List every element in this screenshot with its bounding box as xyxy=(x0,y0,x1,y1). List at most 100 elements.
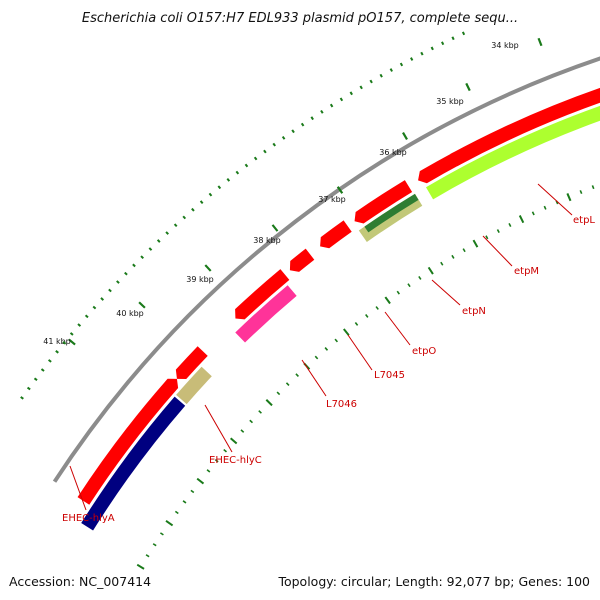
minor-tick xyxy=(420,51,424,56)
gene-label-etpO[interactable]: etpO xyxy=(412,346,436,357)
inner-tick xyxy=(159,532,164,536)
minor-tick xyxy=(124,271,128,276)
cds-forward-5 xyxy=(320,220,352,249)
minor-tick xyxy=(235,170,240,175)
inner-tick xyxy=(396,290,400,295)
inner-tick xyxy=(249,419,254,424)
tick-label-35: 35 kbp xyxy=(436,97,464,106)
inner-tick xyxy=(375,306,379,310)
minor-tick xyxy=(92,305,97,310)
inner-tick xyxy=(334,338,339,343)
gene-label-etpN[interactable]: etpN xyxy=(462,306,486,317)
inner-tick xyxy=(214,458,219,463)
tick-label-36: 36 kbp xyxy=(379,148,407,157)
inner-tick xyxy=(136,563,145,570)
inner-tick xyxy=(258,410,262,414)
summary-text: Topology: circular; Length: 92,077 bp; G… xyxy=(277,574,590,589)
cds-forward-7 xyxy=(418,152,461,184)
minor-tick xyxy=(156,239,161,243)
inner-tick xyxy=(462,248,466,253)
minor-tick xyxy=(339,97,344,102)
minor-tick xyxy=(182,215,187,220)
inner-tick xyxy=(206,469,211,473)
minor-tick xyxy=(244,163,249,168)
cds-forward-2 xyxy=(175,346,208,379)
gene-label-etpL[interactable]: etpL xyxy=(573,215,595,226)
inner-tick xyxy=(152,543,157,547)
minor-tick xyxy=(47,359,52,363)
inner-tick xyxy=(165,519,174,527)
minor-tick xyxy=(272,142,276,147)
inner-tick xyxy=(182,500,187,504)
major-tick-39 xyxy=(204,264,212,272)
inner-tick xyxy=(418,275,422,280)
minor-tick xyxy=(291,129,295,134)
leader-line-L7045 xyxy=(347,334,373,371)
minor-tick xyxy=(349,91,353,96)
minor-tick xyxy=(173,223,178,228)
minor-tick xyxy=(140,255,144,260)
inner-tick xyxy=(531,211,535,216)
inner-tick xyxy=(240,429,245,433)
inner-tick xyxy=(485,235,489,240)
inner-tick xyxy=(190,489,195,494)
minor-tick xyxy=(329,103,334,108)
backbone-layer xyxy=(52,56,600,483)
gene-EHEC-hlyC xyxy=(176,366,212,405)
gene-label-L7046[interactable]: L7046 xyxy=(326,399,357,410)
inner-tick xyxy=(407,283,411,288)
inner-tick xyxy=(229,437,238,445)
accession-text: Accession: NC_007414 xyxy=(9,574,151,589)
gene-label-etpM[interactable]: etpM xyxy=(514,266,539,277)
minor-tick xyxy=(253,156,258,161)
leader-line-L7046 xyxy=(301,359,327,397)
inner-tick xyxy=(591,185,595,190)
inner-tick xyxy=(295,373,299,378)
cds-forward-8 xyxy=(450,87,600,167)
feature-layer xyxy=(77,87,600,531)
minor-tick xyxy=(116,280,120,284)
inner-tick xyxy=(145,554,150,558)
inner-tick xyxy=(343,328,350,336)
gene-label-EHEC-hlyC[interactable]: EHEC-hlyC xyxy=(209,455,262,466)
inner-tick xyxy=(285,382,290,387)
inner-tick xyxy=(223,448,228,453)
minor-tick xyxy=(300,122,305,127)
label-layer: etpL etpM etpN etpO L7045 L7046 EHEC-hlyC EHEC-… xyxy=(62,183,595,524)
minor-tick xyxy=(441,41,445,46)
leader-line-etpO xyxy=(384,311,411,346)
inner-tick xyxy=(451,254,455,259)
inner-tick xyxy=(354,322,359,326)
minor-tick xyxy=(84,314,89,319)
inner-tick xyxy=(543,205,547,210)
gene-label-L7045[interactable]: L7045 xyxy=(374,370,405,381)
gene-L7046 xyxy=(235,285,297,343)
backbone-ring xyxy=(52,56,600,483)
inner-tick xyxy=(496,229,500,234)
minor-tick xyxy=(320,109,324,114)
minor-tick xyxy=(62,341,67,345)
minor-tick xyxy=(100,297,105,301)
cds-forward-6 xyxy=(354,180,413,224)
minor-tick xyxy=(208,192,213,197)
minor-tick xyxy=(263,149,267,154)
tick-label-41: 41 kbp xyxy=(43,337,71,346)
minor-tick xyxy=(108,288,112,293)
major-tick-41 xyxy=(68,338,76,346)
major-tick-36 xyxy=(402,131,408,141)
gene-label-EHEC-hlyA[interactable]: EHEC-hlyA xyxy=(62,513,115,524)
minor-tick xyxy=(199,200,204,205)
minor-tick xyxy=(389,68,393,72)
tick-label-34: 34 kbp xyxy=(491,41,519,50)
minor-tick xyxy=(310,116,314,121)
inner-tick xyxy=(324,347,329,351)
cds-forward-4 xyxy=(289,248,315,272)
inner-tick xyxy=(472,239,479,248)
minor-tick xyxy=(359,85,363,90)
minor-tick xyxy=(69,332,74,336)
minor-tick xyxy=(40,368,45,372)
gene-EHEC-hlyA xyxy=(81,396,186,531)
minor-tick xyxy=(281,136,286,140)
inner-tick xyxy=(174,510,179,515)
